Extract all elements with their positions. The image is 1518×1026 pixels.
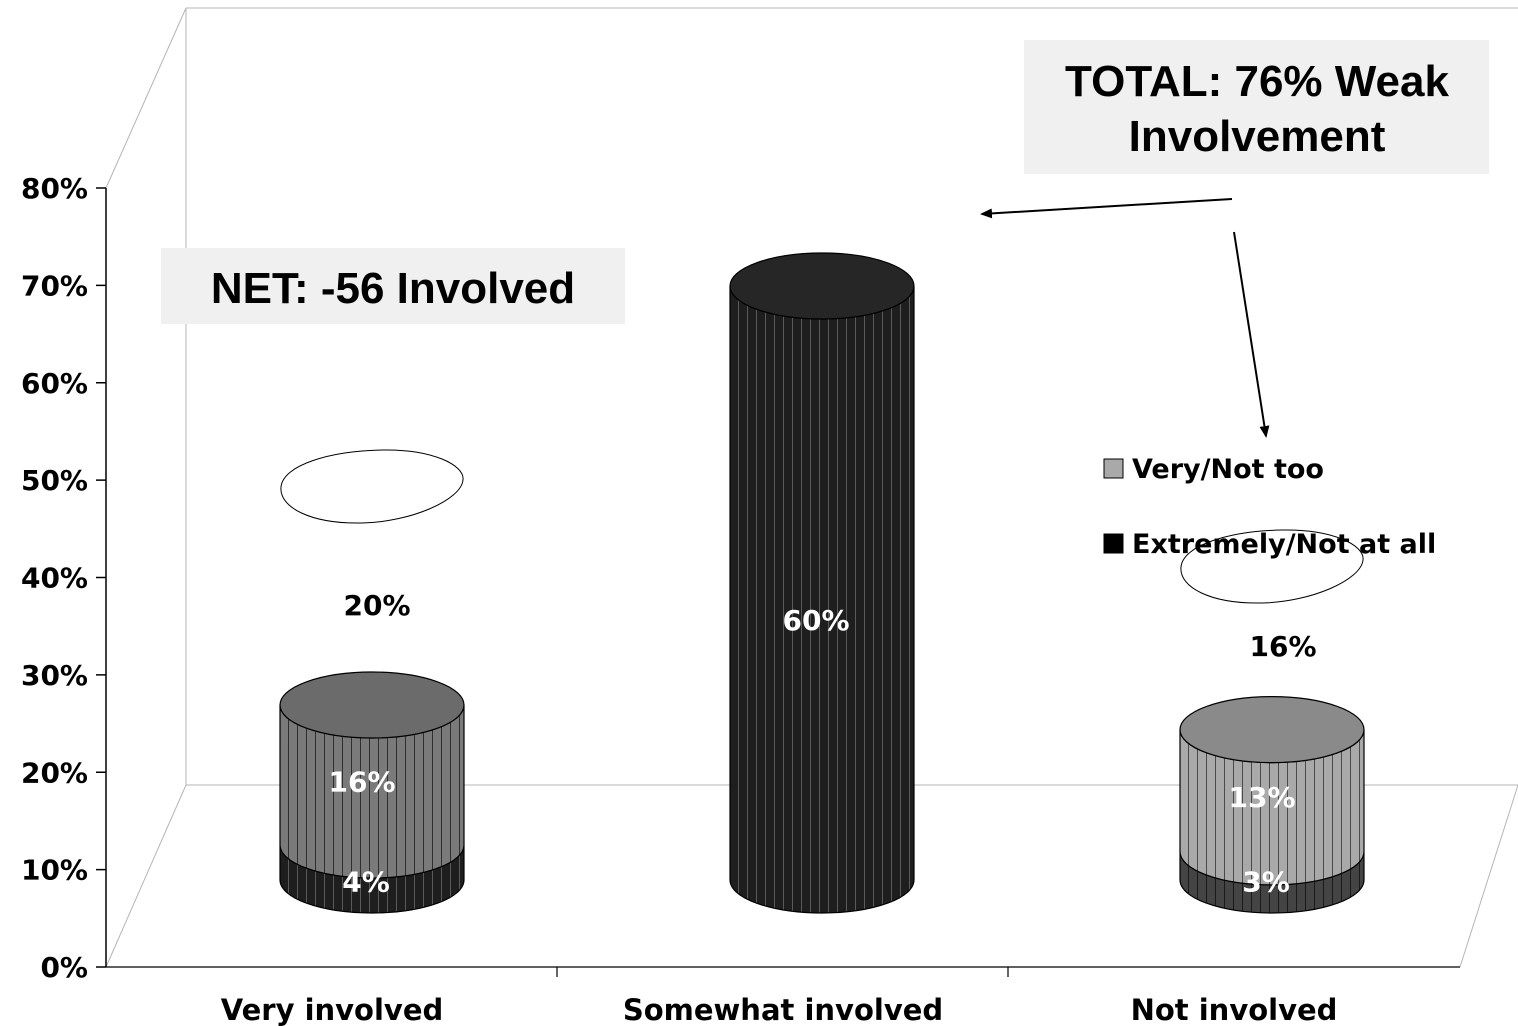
legend: Very/Not too Extremely/Not at all <box>1103 454 1436 560</box>
bar-top-cap <box>279 671 465 739</box>
x-tick-label: Very involved <box>221 993 444 1026</box>
legend-label-very-not-too: Very/Not too <box>1132 454 1324 485</box>
total-annotation: TOTAL: 76% Weak Involvement <box>1024 40 1489 174</box>
cap-outlines <box>280 449 1364 604</box>
y-axis: 0% 10% 20% 30% 40% 50% 60% 70% 80% <box>21 172 1460 984</box>
y-ticks: 0% 10% 20% 30% 40% 50% 60% 70% 80% <box>21 172 106 984</box>
legend-swatch-very-not-too <box>1103 458 1124 479</box>
arrow-down <box>1233 231 1270 438</box>
bar-value-label: 60% <box>782 604 849 637</box>
y-tick-label: 10% <box>21 854 88 887</box>
y-tick-label: 50% <box>21 464 88 497</box>
x-tick-label: Not involved <box>1131 993 1338 1026</box>
total-annotation-line1: TOTAL: 76% Weak <box>1065 57 1449 106</box>
bar-extremely-not-at-all <box>729 285 915 914</box>
bar-value-label: 13% <box>1228 781 1295 814</box>
y-tick-label: 40% <box>21 562 88 595</box>
legend-swatch-extremely-not-at-all <box>1103 533 1124 554</box>
side-wall-bottom-diagonal <box>105 784 187 968</box>
x-tick-label: Somewhat involved <box>623 993 943 1026</box>
y-tick-label: 30% <box>21 659 88 692</box>
y-tick-label: 60% <box>21 367 88 400</box>
total-annotation-line2: Involvement <box>1129 112 1386 161</box>
net-annotation: NET: -56 Involved <box>161 248 625 324</box>
total-label-not-involved: 16% <box>1249 630 1316 663</box>
y-tick-label: 70% <box>21 269 88 302</box>
cap-outline-not-involved <box>1180 529 1364 604</box>
total-label-very-involved: 20% <box>343 589 410 622</box>
bar-top-cap <box>729 252 915 320</box>
arrow-left <box>980 198 1233 219</box>
side-wall-top-diagonal <box>105 7 187 189</box>
bar-value-label: 4% <box>342 866 390 899</box>
cap-outline-very-involved <box>280 449 464 524</box>
annotation-arrows <box>980 198 1270 438</box>
bar-value-label: 16% <box>328 766 395 799</box>
y-tick-label: 80% <box>21 172 88 205</box>
y-tick-label: 20% <box>21 756 88 789</box>
legend-label-extremely-not-at-all: Extremely/Not at all <box>1132 529 1436 560</box>
net-annotation-box <box>161 248 625 324</box>
bars: 4% 16% 60% 3% 13% <box>279 252 1365 914</box>
bar-top-cap <box>1179 695 1365 764</box>
bar-value-label: 3% <box>1242 866 1290 899</box>
x-ticks: Very involved Somewhat involved Not involv… <box>221 967 1338 1026</box>
total-annotation-box <box>1024 40 1489 174</box>
floor-right-diagonal <box>1459 784 1518 968</box>
net-annotation-text: NET: -56 Involved <box>211 264 575 313</box>
y-tick-label: 0% <box>40 951 88 984</box>
